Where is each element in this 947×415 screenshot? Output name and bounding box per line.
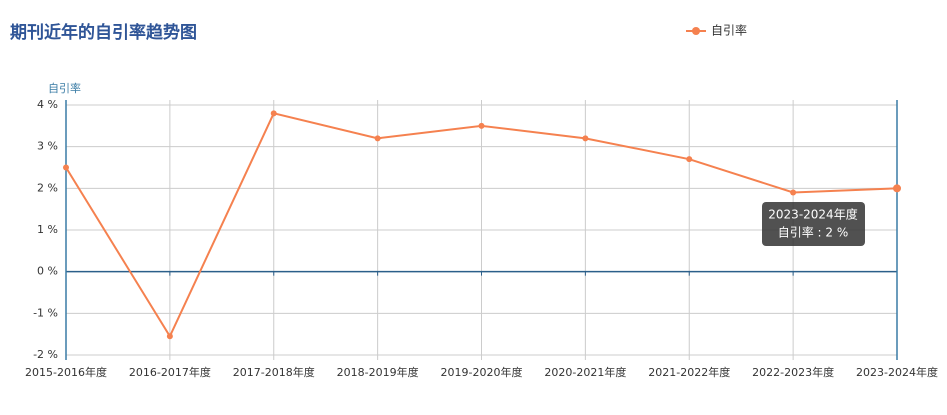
data-point [790, 189, 797, 196]
x-tick-label: 2021-2022年度 [648, 365, 730, 379]
y-axis-label: 自引率 [48, 81, 81, 95]
tooltip-title: 2023-2024年度 [768, 207, 857, 222]
tooltip-box [762, 202, 865, 246]
x-tick-label: 2018-2019年度 [337, 365, 419, 379]
chart-title: 期刊近年的自引率趋势图 [10, 22, 197, 43]
data-point [582, 135, 589, 142]
data-point [478, 122, 485, 129]
data-point [63, 164, 69, 171]
data-point [270, 110, 277, 117]
y-tick-label: -1 % [33, 306, 58, 319]
data-point [374, 135, 381, 142]
tooltip-text: 自引率 : 2 % [778, 225, 849, 240]
data-point [686, 156, 693, 163]
data-point [166, 333, 173, 340]
x-tick-label: 2020-2021年度 [544, 365, 626, 379]
x-tick-label: 2023-2024年度 [856, 365, 938, 379]
legend-label: 自引率 [711, 23, 747, 38]
x-tick-label: 2015-2016年度 [25, 365, 107, 379]
y-tick-label: 2 % [37, 181, 58, 194]
y-tick-label: -2 % [33, 348, 58, 361]
x-tick-label: 2016-2017年度 [129, 365, 211, 379]
y-tick-label: 3 % [37, 140, 58, 153]
legend-marker [692, 27, 700, 35]
y-tick-label: 1 % [37, 223, 58, 236]
y-tick-label: 4 % [37, 98, 58, 111]
y-tick-label: 0 % [37, 265, 58, 278]
x-tick-label: 2017-2018年度 [233, 365, 315, 379]
x-tick-label: 2019-2020年度 [441, 365, 523, 379]
x-tick-label: 2022-2023年度 [752, 365, 834, 379]
data-point [893, 184, 901, 193]
